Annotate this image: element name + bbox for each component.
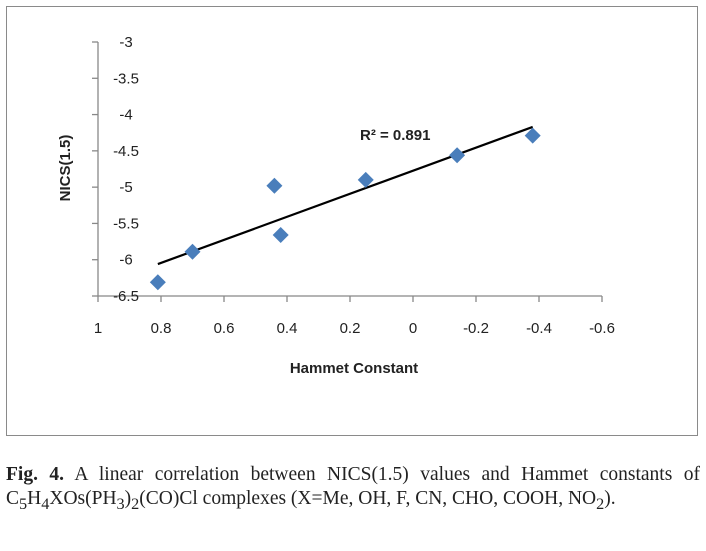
x-tick-label: 1 [94, 320, 102, 337]
data-point [266, 177, 283, 194]
x-axis-label: Hammet Constant [290, 360, 418, 377]
y-tick-label: -3 [119, 34, 132, 51]
r-squared-annotation: R² = 0.891 [360, 127, 430, 144]
x-tick-label: 0.6 [214, 320, 235, 337]
figure-caption: Fig. 4. A linear correlation between NIC… [6, 464, 700, 513]
x-tick-label: -0.4 [526, 320, 552, 337]
y-tick-label: -4.5 [113, 143, 139, 160]
caption-label: Fig. 4. [6, 464, 65, 485]
y-tick-label: -6 [119, 252, 132, 269]
y-tick-label: -5 [119, 179, 132, 196]
data-point [524, 127, 541, 144]
y-axis-label: NICS(1.5) [57, 135, 74, 202]
x-tick-label: -0.6 [589, 320, 615, 337]
scatter-chart: -3 -3.5 -4 -4.5 -5 -5.5 -6 -6.5 1 0.8 0.6 0.4 0.2 0 -0… [57, 34, 615, 377]
y-tick-label: -3.5 [113, 70, 139, 87]
data-point [357, 171, 374, 188]
y-tick-label: -5.5 [113, 215, 139, 232]
data-point [149, 274, 166, 291]
data-point [184, 243, 201, 260]
x-tick-label: 0.8 [151, 320, 172, 337]
data-point [449, 147, 466, 164]
x-tick-label: 0.4 [277, 320, 298, 337]
x-tick-label: -0.2 [463, 320, 489, 337]
figure-frame [6, 6, 698, 436]
y-tick-label: -4 [119, 107, 132, 124]
y-tick-label: -6.5 [113, 288, 139, 305]
x-tick-label: 0.2 [340, 320, 361, 337]
trendline [157, 125, 534, 266]
data-point [272, 227, 289, 244]
x-tick-label: 0 [409, 320, 417, 337]
